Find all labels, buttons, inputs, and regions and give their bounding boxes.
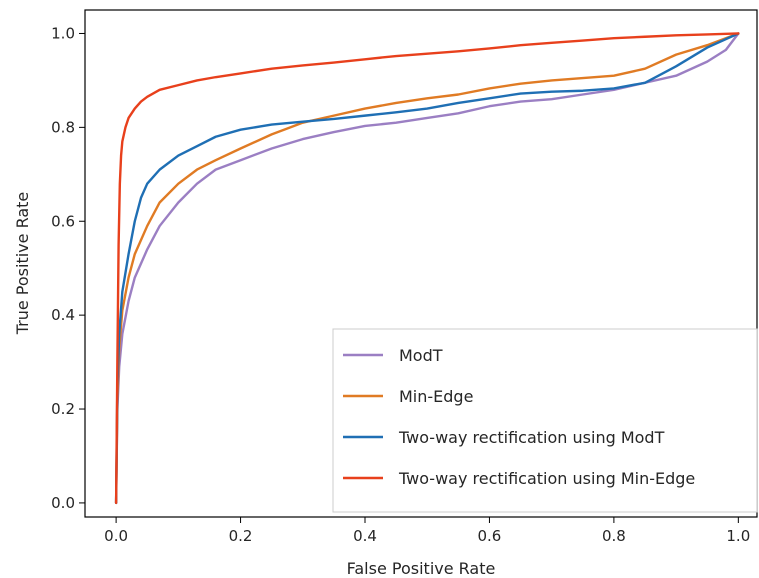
series-layer xyxy=(114,32,740,505)
legend: ModT Min-Edge Two-way rectification using … xyxy=(332,328,758,513)
y-tick-label: 0.6 xyxy=(51,212,75,230)
y-axis-ticks: 0.0 0.2 0.4 0.6 0.8 1.0 xyxy=(51,24,85,512)
legend-frame xyxy=(332,328,758,513)
plot-frame xyxy=(84,9,758,518)
y-tick-label: 0.4 xyxy=(51,306,75,324)
series-line-4 xyxy=(114,32,740,505)
x-tick-label: 0.8 xyxy=(602,527,626,545)
y-tick-label: 0.2 xyxy=(51,400,75,418)
y-tick-label: 0.0 xyxy=(51,494,75,512)
legend-label: Min-Edge xyxy=(399,387,473,406)
y-tick-label: 0.8 xyxy=(51,118,75,136)
x-tick-label: 0.2 xyxy=(229,527,253,545)
legend-label: ModT xyxy=(399,346,443,365)
x-tick-label: 0.4 xyxy=(353,527,377,545)
y-axis-label: True Positive Rate xyxy=(13,192,32,336)
x-tick-label: 1.0 xyxy=(726,527,750,545)
x-axis-ticks: 0.0 0.2 0.4 0.6 0.8 1.0 xyxy=(104,517,750,545)
x-tick-label: 0.0 xyxy=(104,527,128,545)
x-axis-label: False Positive Rate xyxy=(347,559,496,578)
legend-label: Two-way rectification using Min-Edge xyxy=(398,469,695,488)
x-tick-label: 0.6 xyxy=(478,527,502,545)
y-tick-label: 1.0 xyxy=(51,24,75,42)
legend-label: Two-way rectification using ModT xyxy=(398,428,665,447)
series-line-3 xyxy=(114,32,740,505)
